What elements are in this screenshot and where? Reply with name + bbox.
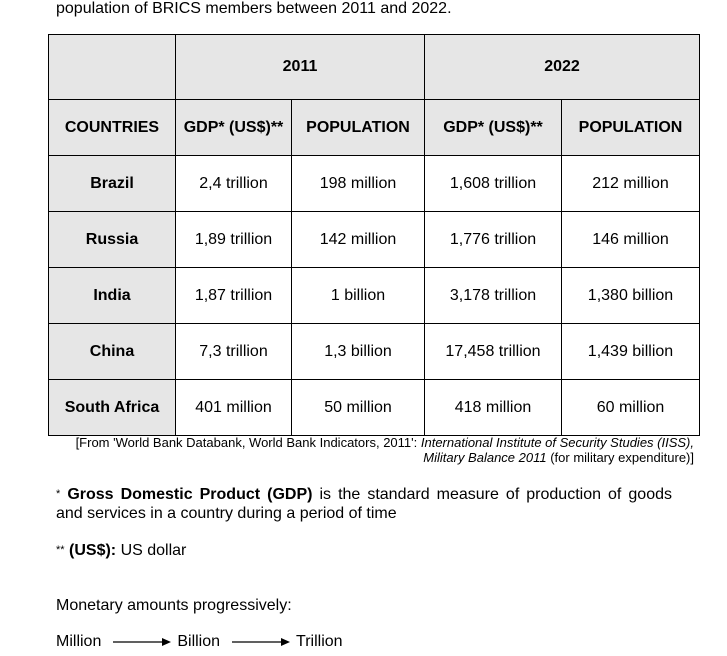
gdp-2022-cell: 3,178 trillion [424,267,562,324]
table-row-india: India 1,87 trillion 1 billion 3,178 tril… [48,267,700,324]
right-arrow-icon [232,637,291,646]
source-suffix: (for military expenditure)] [546,450,694,465]
country-cell: Russia [48,211,176,268]
gdp-2011-cell: 1,89 trillion [175,211,292,268]
country-cell: South Africa [48,379,176,436]
population-2011-cell: 1,3 billion [291,323,425,380]
intro-text: population of BRICS members between 2011… [56,0,452,17]
country-cell: China [48,323,176,380]
column-header-row: COUNTRIES GDP* (US$)** POPULATION GDP* (… [48,99,700,156]
gdp-2011-header: GDP* (US$)** [175,99,292,156]
gdp-2022-cell: 418 million [424,379,562,436]
scale-trillion: Trillion [296,633,343,650]
population-2011-cell: 142 million [291,211,425,268]
monetary-label: Monetary amounts progressively: [56,597,292,614]
table-row-south-africa: South Africa 401 million 50 million 418 … [48,379,700,436]
gdp-2022-header: GDP* (US$)** [424,99,562,156]
gdp-marker: * [56,488,61,500]
usd-term: (US$): [69,542,117,559]
population-2022-cell: 1,439 billion [561,323,700,380]
brics-table: 2011 2022 COUNTRIES GDP* (US$)** POPULAT… [48,34,700,436]
monetary-scale: Million Billion Trillion [56,632,343,651]
population-2011-cell: 1 billion [291,267,425,324]
population-2011-header: POPULATION [291,99,425,156]
table-row-brazil: Brazil 2,4 trillion 198 million 1,608 tr… [48,155,700,212]
scale-billion: Billion [177,633,221,650]
gdp-2011-cell: 1,87 trillion [175,267,292,324]
source-prefix: [From 'World Bank Databank, World Bank I… [75,435,421,450]
corner-cell [48,34,176,100]
population-2022-cell: 212 million [561,155,700,212]
gdp-footnote: * Gross Domestic Product (GDP) is the st… [56,485,672,523]
scale-million: Million [56,633,102,650]
gdp-term: Gross Domestic Product (GDP) [67,486,313,503]
year-2011-header: 2011 [175,34,425,100]
population-2022-cell: 60 million [561,379,700,436]
right-arrow-icon [113,637,172,646]
gdp-definition: is the standard measure of production of… [56,486,673,522]
gdp-2011-cell: 7,3 trillion [175,323,292,380]
table-row-russia: Russia 1,89 trillion 142 million 1,776 t… [48,211,700,268]
source-military-balance: Military Balance 2011 [423,450,547,465]
population-2022-cell: 1,380 billion [561,267,700,324]
table-row-china: China 7,3 trillion 1,3 billion 17,458 tr… [48,323,700,380]
population-2011-cell: 198 million [291,155,425,212]
population-2011-cell: 50 million [291,379,425,436]
country-cell: Brazil [48,155,176,212]
population-2022-cell: 146 million [561,211,700,268]
year-header-row: 2011 2022 [48,34,700,100]
year-2022-header: 2022 [424,34,700,100]
usd-marker: ** [56,544,65,556]
country-cell: India [48,267,176,324]
gdp-2022-cell: 1,776 trillion [424,211,562,268]
gdp-2022-cell: 17,458 trillion [424,323,562,380]
gdp-2011-cell: 2,4 trillion [175,155,292,212]
usd-footnote: ** (US$): US dollar [56,541,186,560]
usd-definition: US dollar [116,542,187,559]
source-iiss: International Institute of Security Stud… [420,435,694,450]
source-citation: [From 'World Bank Databank, World Bank I… [76,435,694,465]
gdp-2022-cell: 1,608 trillion [424,155,562,212]
gdp-2011-cell: 401 million [175,379,292,436]
population-2022-header: POPULATION [561,99,700,156]
countries-header: COUNTRIES [48,99,176,156]
